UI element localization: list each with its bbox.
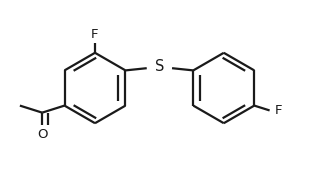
Text: S: S xyxy=(155,59,164,74)
Text: O: O xyxy=(37,128,47,141)
Text: F: F xyxy=(91,28,99,41)
Text: F: F xyxy=(274,104,282,117)
